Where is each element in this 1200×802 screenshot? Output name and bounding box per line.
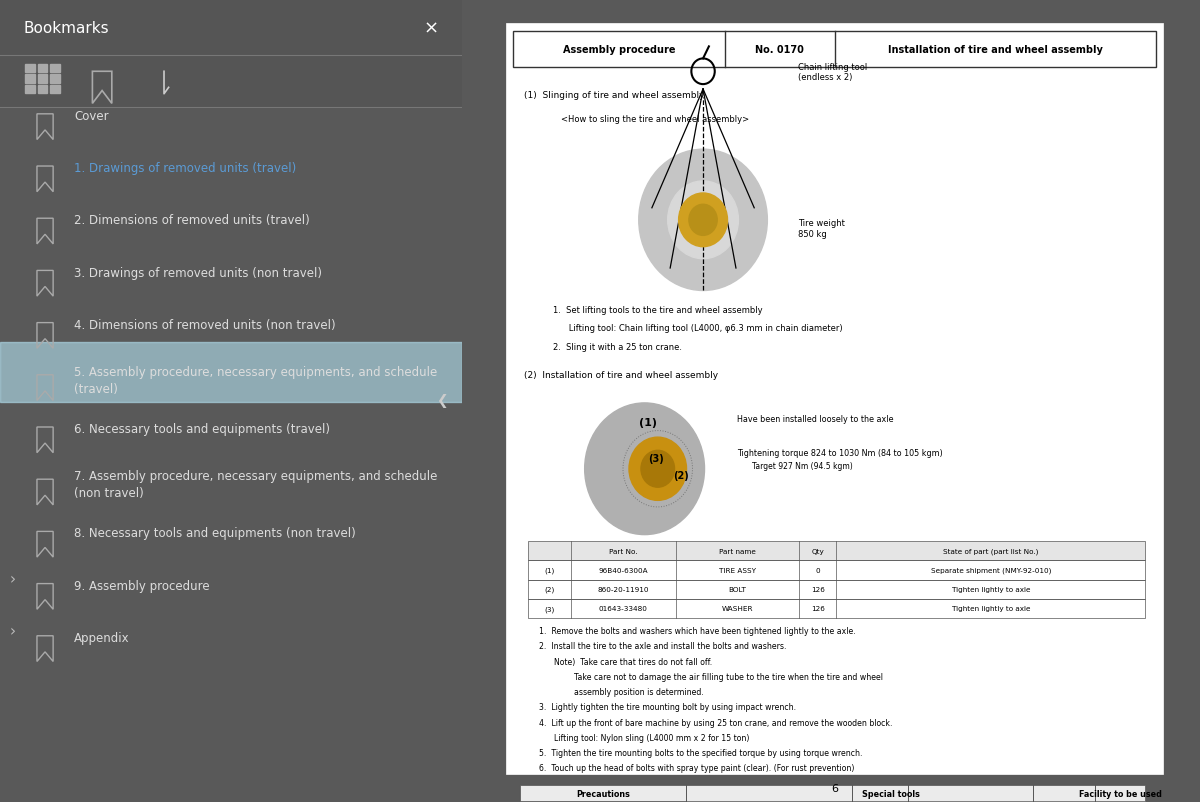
Bar	[528, 580, 1145, 599]
Text: Bookmarks: Bookmarks	[23, 21, 109, 35]
Text: No. 0170: No. 0170	[756, 45, 804, 55]
Text: Tire weight
850 kg: Tire weight 850 kg	[798, 219, 845, 238]
Text: Cover: Cover	[74, 110, 108, 123]
Text: Target 927 Nm (94.5 kgm): Target 927 Nm (94.5 kgm)	[752, 461, 853, 471]
Text: Facility to be used: Facility to be used	[1079, 788, 1162, 798]
Bar	[25, 86, 35, 94]
Circle shape	[689, 205, 718, 236]
Circle shape	[584, 403, 704, 535]
Bar	[0, 0, 462, 56]
Text: State of part (part list No.): State of part (part list No.)	[943, 548, 1038, 554]
Bar	[528, 541, 1145, 561]
Bar	[528, 561, 1145, 580]
Text: (travel): (travel)	[74, 383, 118, 395]
Text: Installation of tire and wheel assembly: Installation of tire and wheel assembly	[888, 45, 1103, 55]
Bar	[50, 75, 60, 83]
Text: ›: ›	[10, 572, 16, 586]
Text: 2.  Sling it with a 25 ton crane.: 2. Sling it with a 25 ton crane.	[553, 342, 683, 351]
Text: ❮: ❮	[437, 394, 448, 408]
Text: 126: 126	[811, 606, 824, 612]
Bar	[25, 65, 35, 73]
Text: Separate shipment (NMY-92-010): Separate shipment (NMY-92-010)	[931, 567, 1051, 573]
Bar	[514, 32, 1156, 68]
Circle shape	[629, 438, 686, 500]
Text: BOLT: BOLT	[728, 586, 746, 593]
Text: (3): (3)	[648, 454, 664, 464]
Text: (non travel): (non travel)	[74, 487, 144, 500]
Text: TIRE ASSY: TIRE ASSY	[719, 567, 756, 573]
Bar	[50, 86, 60, 94]
Text: assembly position is determined.: assembly position is determined.	[539, 687, 703, 696]
Text: Tighten lightly to axle: Tighten lightly to axle	[952, 586, 1030, 593]
Text: ×: ×	[424, 19, 439, 37]
Text: ›: ›	[10, 624, 16, 638]
Text: 9. Assembly procedure: 9. Assembly procedure	[74, 579, 210, 592]
Text: Precautions: Precautions	[576, 788, 630, 798]
Bar	[25, 75, 35, 83]
Bar	[521, 785, 1145, 802]
Text: 1.  Set lifting tools to the tire and wheel assembly: 1. Set lifting tools to the tire and whe…	[553, 306, 763, 314]
Text: Assembly procedure: Assembly procedure	[563, 45, 676, 55]
Text: Lifting tool: Chain lifting tool (L4000, φ6.3 mm in chain diameter): Lifting tool: Chain lifting tool (L4000,…	[553, 324, 842, 333]
Text: Tightening torque 824 to 1030 Nm (84 to 105 kgm): Tightening torque 824 to 1030 Nm (84 to …	[738, 448, 943, 458]
Bar	[0, 342, 462, 403]
Text: (3): (3)	[544, 606, 554, 612]
Text: (1): (1)	[640, 418, 658, 427]
Bar	[38, 86, 47, 94]
Text: Tighten lightly to axle: Tighten lightly to axle	[952, 606, 1030, 612]
Text: 2.  Install the tire to the axle and install the bolts and washers.: 2. Install the tire to the axle and inst…	[539, 642, 786, 650]
Bar	[907, 801, 1033, 802]
Text: <How to sling the tire and wheel assembly>: <How to sling the tire and wheel assembl…	[560, 115, 749, 124]
Text: (1)  Slinging of tire and wheel assembly: (1) Slinging of tire and wheel assembly	[524, 91, 704, 99]
Text: 1. Drawings of removed units (travel): 1. Drawings of removed units (travel)	[74, 162, 296, 175]
Text: 1.  Remove the bolts and washers which have been tightened lightly to the axle.: 1. Remove the bolts and washers which ha…	[539, 626, 856, 635]
Text: (2)  Installation of tire and wheel assembly: (2) Installation of tire and wheel assem…	[524, 371, 718, 379]
Bar	[0, 56, 462, 108]
Text: 4.  Lift up the front of bare machine by using 25 ton crane, and remove the wood: 4. Lift up the front of bare machine by …	[539, 718, 892, 727]
Text: 6: 6	[832, 784, 838, 793]
Circle shape	[638, 150, 767, 291]
Text: 860-20-11910: 860-20-11910	[598, 586, 649, 593]
Text: 2. Dimensions of removed units (travel): 2. Dimensions of removed units (travel)	[74, 214, 310, 227]
Text: Note)  Take care that tires do not fall off.: Note) Take care that tires do not fall o…	[539, 657, 712, 666]
Text: Take care not to damage the air filling tube to the tire when the tire and wheel: Take care not to damage the air filling …	[539, 672, 883, 681]
Text: Lifting tool: Nylon sling (L4000 mm x 2 for 15 ton): Lifting tool: Nylon sling (L4000 mm x 2 …	[539, 733, 749, 742]
Text: Have been installed loosely to the axle: Have been installed loosely to the axle	[738, 415, 894, 424]
Bar	[50, 65, 60, 73]
Circle shape	[667, 182, 738, 259]
Bar	[686, 801, 1096, 802]
Text: Appendix: Appendix	[74, 631, 130, 644]
Text: 5. Assembly procedure, necessary equipments, and schedule: 5. Assembly procedure, necessary equipme…	[74, 366, 437, 379]
Text: Part name: Part name	[719, 548, 756, 554]
Text: 4. Dimensions of removed units (non travel): 4. Dimensions of removed units (non trav…	[74, 318, 336, 331]
Text: 6.  Touch up the head of bolts with spray type paint (clear). (For rust preventi: 6. Touch up the head of bolts with spray…	[539, 764, 854, 772]
Text: 6. Necessary tools and equipments (travel): 6. Necessary tools and equipments (trave…	[74, 423, 330, 435]
Text: WASHER: WASHER	[722, 606, 754, 612]
Text: (1): (1)	[544, 567, 554, 573]
Text: Qty: Qty	[811, 548, 824, 554]
Bar	[528, 599, 1145, 618]
Text: Chain lifting tool
(endless x 2): Chain lifting tool (endless x 2)	[798, 63, 868, 82]
Circle shape	[641, 451, 674, 488]
Text: 01643-33480: 01643-33480	[599, 606, 648, 612]
Circle shape	[679, 194, 727, 247]
Text: Special tools: Special tools	[862, 788, 919, 798]
Text: (2): (2)	[544, 586, 554, 593]
Text: 3. Drawings of removed units (non travel): 3. Drawings of removed units (non travel…	[74, 266, 322, 279]
Text: Part No.: Part No.	[610, 548, 637, 554]
Text: 5.  Tighten the tire mounting bolts to the specified torque by using torque wren: 5. Tighten the tire mounting bolts to th…	[539, 748, 862, 757]
Text: 0: 0	[816, 567, 821, 573]
Text: 126: 126	[811, 586, 824, 593]
Bar	[38, 65, 47, 73]
Text: (2): (2)	[673, 471, 689, 480]
Text: 96B40-6300A: 96B40-6300A	[599, 567, 648, 573]
Bar	[521, 785, 1145, 801]
Text: 3.  Lightly tighten the tire mounting bolt by using impact wrench.: 3. Lightly tighten the tire mounting bol…	[539, 703, 796, 711]
Text: 7. Assembly procedure, necessary equipments, and schedule: 7. Assembly procedure, necessary equipme…	[74, 470, 437, 483]
Bar	[38, 75, 47, 83]
Bar	[1096, 801, 1145, 802]
Bar	[1033, 801, 1096, 802]
Text: 8. Necessary tools and equipments (non travel): 8. Necessary tools and equipments (non t…	[74, 527, 355, 540]
